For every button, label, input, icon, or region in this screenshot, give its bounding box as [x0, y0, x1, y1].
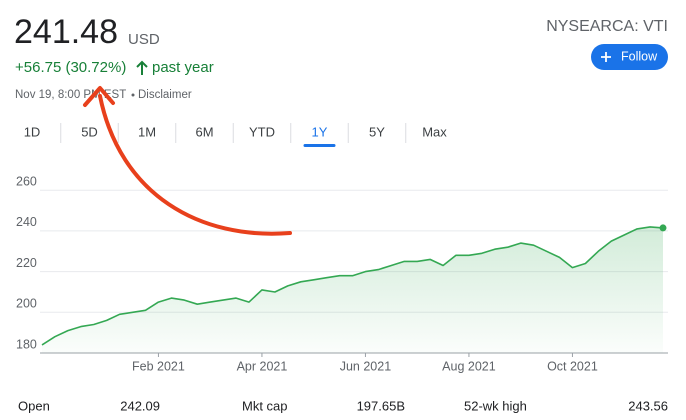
- up-arrow-icon: [136, 60, 148, 75]
- price-line: [41, 226, 664, 346]
- x-tick-label: Apr 2021: [237, 359, 288, 373]
- range-tab[interactable]: 1D: [24, 124, 41, 139]
- stat-label: Mkt cap: [242, 398, 288, 413]
- y-tick-label: 180: [16, 337, 37, 351]
- x-tick-label: Feb 2021: [132, 359, 185, 373]
- range-tabs: 1D 5D 1M 6M YTD 1Y 5Y Max: [24, 123, 447, 147]
- stats-row: Open 242.09 Mkt cap 197.65B 52-wk high 243.56: [18, 398, 668, 413]
- follow-label: Follow: [621, 49, 658, 63]
- y-tick-label: 200: [16, 297, 37, 311]
- range-tab[interactable]: 5Y: [369, 124, 385, 139]
- range-tab[interactable]: 1Y: [312, 124, 328, 139]
- follow-button[interactable]: Follow: [591, 44, 668, 70]
- area: [42, 226, 663, 353]
- stat-value: 243.56: [628, 398, 668, 413]
- annotation-arrowhead: [83, 86, 115, 107]
- range-tab[interactable]: 5D: [81, 124, 98, 139]
- currency: USD: [128, 31, 160, 48]
- y-tick-label: 220: [16, 256, 37, 270]
- separator-dot: [131, 93, 135, 97]
- x-tick-label: Aug 2021: [442, 359, 496, 373]
- range-tab[interactable]: 6M: [195, 124, 213, 139]
- y-tick-label: 260: [16, 175, 37, 189]
- change: +56.75 (30.72%): [15, 59, 126, 76]
- range-tab[interactable]: Max: [422, 124, 447, 139]
- disclaimer-link[interactable]: Disclaimer: [138, 89, 192, 101]
- ticker: NYSEARCA: VTI: [546, 18, 668, 35]
- y-tick-label: 240: [16, 215, 37, 229]
- range-tab[interactable]: 1M: [138, 124, 156, 139]
- x-tick-label: Oct 2021: [547, 359, 598, 373]
- last-point: [659, 224, 667, 232]
- price: 241.48: [14, 13, 118, 51]
- plus-icon: [601, 52, 611, 62]
- follow-button-bg: [591, 44, 668, 70]
- stat-value: 197.65B: [357, 398, 405, 413]
- plot: 180 200 220 240 260 Feb 2021 Apr 2021 Jun 2021 A…: [16, 175, 668, 373]
- active-tab-underline: [303, 144, 336, 147]
- stat-value: 242.09: [120, 398, 160, 413]
- range-tab[interactable]: YTD: [249, 124, 275, 139]
- stat-label: Open: [18, 398, 50, 413]
- stat-label: 52-wk high: [464, 398, 527, 413]
- annotation-arrow: [98, 94, 292, 236]
- period: past year: [152, 59, 214, 76]
- x-tick-label: Jun 2021: [340, 359, 391, 373]
